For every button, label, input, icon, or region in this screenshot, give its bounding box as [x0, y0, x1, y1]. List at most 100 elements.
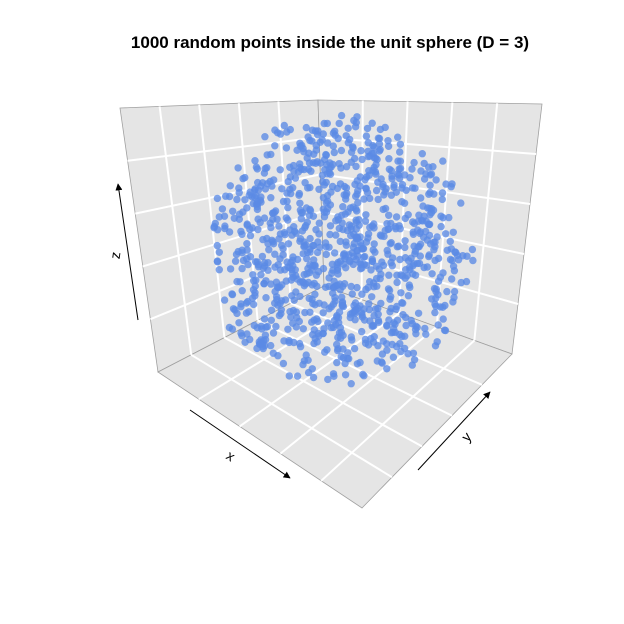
data-point [462, 277, 471, 286]
data-point [388, 262, 396, 270]
data-point [276, 130, 285, 138]
data-point [286, 263, 294, 272]
data-point [308, 126, 317, 134]
data-point [428, 270, 436, 278]
data-point [320, 301, 328, 309]
data-point [246, 231, 255, 240]
data-point [421, 324, 429, 333]
data-point [401, 243, 409, 252]
data-point [387, 219, 395, 228]
data-point [396, 140, 405, 148]
data-point [281, 296, 290, 304]
data-point [378, 258, 386, 266]
data-point [221, 222, 229, 230]
data-point [453, 251, 462, 260]
data-point [308, 281, 316, 289]
data-point [260, 280, 268, 288]
data-point [343, 354, 352, 363]
data-point [279, 197, 288, 206]
data-point [354, 252, 362, 260]
data-point [439, 315, 447, 323]
data-point [270, 176, 278, 184]
data-point [394, 170, 402, 178]
data-point [329, 142, 337, 150]
data-point [275, 235, 283, 243]
data-point [276, 266, 285, 274]
data-point [264, 259, 272, 267]
data-point [296, 343, 305, 351]
data-point [419, 202, 427, 210]
data-point [290, 338, 298, 347]
data-point [328, 182, 337, 191]
data-point [342, 195, 350, 203]
data-point [404, 350, 412, 358]
data-point [283, 128, 291, 136]
data-point [335, 308, 344, 316]
grid-left-v-1 [198, 104, 226, 338]
data-point [364, 139, 372, 147]
y-axis-label: y [458, 429, 475, 445]
data-point [358, 327, 366, 336]
data-point [325, 274, 333, 282]
data-point [282, 144, 291, 152]
data-point [339, 302, 348, 311]
data-point [434, 321, 442, 329]
data-point [443, 246, 451, 254]
data-point [350, 116, 358, 125]
data-point [306, 245, 314, 254]
data-point [389, 353, 398, 361]
data-point [235, 184, 243, 192]
data-point [305, 294, 313, 303]
data-point [236, 278, 244, 286]
data-point [284, 177, 292, 186]
data-point [425, 251, 433, 259]
data-point [426, 181, 434, 189]
data-point [356, 358, 364, 367]
data-point [267, 341, 275, 350]
data-point [350, 344, 359, 353]
data-point [405, 281, 413, 289]
data-point [422, 170, 430, 178]
data-point [376, 125, 385, 134]
data-point [265, 246, 273, 254]
data-point [420, 212, 428, 220]
data-point [319, 178, 327, 186]
data-point [345, 221, 354, 229]
data-point [222, 192, 230, 200]
data-point [446, 237, 454, 246]
data-point [401, 237, 409, 245]
data-point [457, 199, 465, 207]
data-point [273, 295, 281, 304]
data-point [367, 335, 375, 343]
data-point [313, 338, 321, 346]
data-point [368, 293, 376, 301]
data-point [324, 375, 332, 384]
data-point [402, 321, 410, 330]
data-point [260, 169, 269, 177]
data-point [254, 197, 262, 206]
data-point [320, 119, 328, 128]
data-point [398, 299, 406, 307]
data-point [294, 168, 303, 176]
data-point [284, 325, 292, 333]
data-point [231, 257, 240, 265]
data-point [333, 358, 341, 367]
data-point [293, 372, 302, 380]
data-point [351, 306, 359, 314]
data-point [271, 250, 279, 258]
data-point [235, 319, 243, 327]
data-point [342, 163, 351, 171]
data-point [279, 251, 287, 259]
data-point [397, 347, 405, 356]
data-point [375, 265, 383, 273]
data-point [439, 269, 447, 277]
data-point [318, 136, 326, 144]
data-point [433, 338, 441, 346]
grid-floor-b-1 [239, 312, 400, 428]
data-point [401, 171, 409, 179]
grid-left-h-2 [142, 210, 322, 268]
data-point [310, 256, 318, 264]
data-point [390, 181, 398, 189]
data-point [218, 205, 227, 213]
